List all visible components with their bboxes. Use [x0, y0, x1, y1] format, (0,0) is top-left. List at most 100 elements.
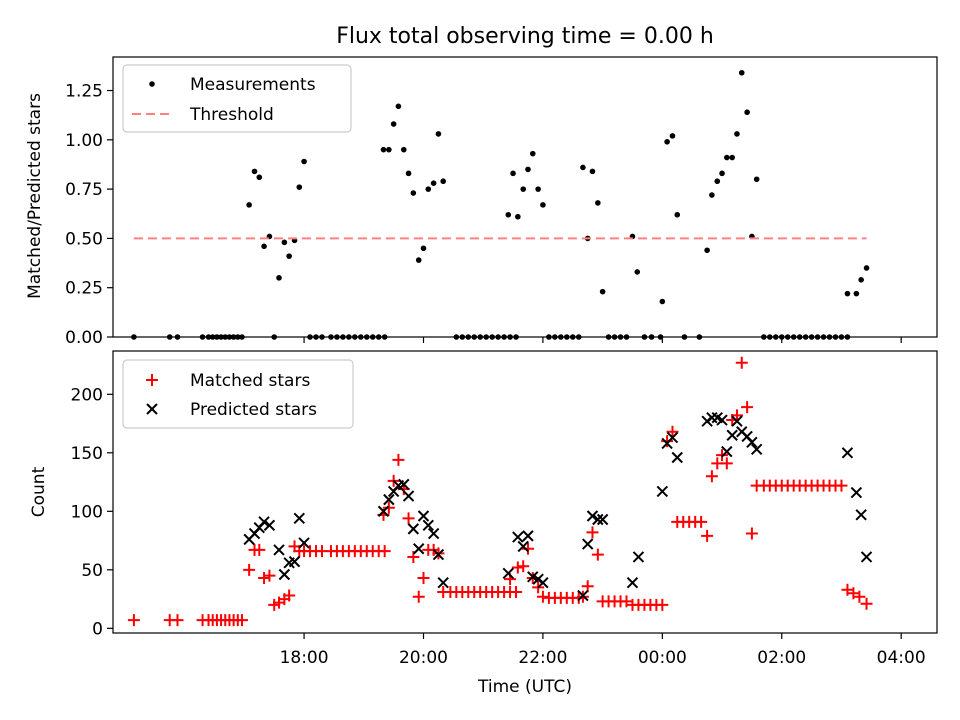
matched-stars-point [263, 569, 276, 582]
legend-predicted-marker [146, 403, 158, 415]
predicted-stars-point [398, 478, 410, 491]
y-tick-label: 100 [71, 502, 103, 522]
matched-stars-point [705, 470, 718, 483]
matched-stars-point [412, 590, 425, 603]
matched-stars-point [127, 614, 140, 627]
predicted-stars-point [721, 445, 733, 458]
top-legend: Measurements Threshold [122, 64, 352, 133]
legend-matched-label: Matched stars [190, 371, 310, 391]
top-legend-box [122, 64, 352, 133]
predicted-stars-point [298, 537, 310, 549]
measurement-point [540, 202, 546, 208]
predicted-stars-point [716, 414, 728, 426]
measurement-point [753, 176, 760, 183]
measurement-point [589, 168, 596, 175]
x-tick-label: 22:00 [518, 648, 567, 668]
measurement-point [734, 131, 740, 137]
predicted-stars-point [860, 551, 873, 563]
matched-stars-point [402, 512, 415, 525]
measurement-point [659, 298, 666, 305]
predicted-stars-point [746, 436, 758, 448]
predicted-stars-point [273, 544, 285, 556]
y-tick-label: 1.25 [65, 82, 103, 102]
matched-stars-point [581, 580, 594, 593]
matched-stars-point [510, 586, 523, 599]
measurement-point [719, 170, 725, 177]
measurement-point [704, 247, 710, 254]
measurement-point [390, 121, 397, 127]
legend-measurements-label: Measurements [190, 75, 316, 95]
bottom-axes-frame [112, 350, 938, 634]
predicted-stars-point [258, 516, 270, 528]
matched-stars-point [853, 590, 866, 603]
x-tick-label: 18:00 [280, 648, 329, 668]
measurement-point [738, 69, 745, 76]
measurement-point [515, 213, 521, 220]
matched-stars-point [860, 597, 873, 610]
x-tick-label: 04:00 [877, 648, 926, 668]
matched-stars-point [591, 548, 604, 561]
matched-stars-point [283, 589, 296, 602]
matched-stars-point [701, 529, 714, 542]
predicted-stars-point [726, 429, 738, 441]
predicted-stars-point [402, 490, 415, 502]
measurement-point [400, 146, 407, 153]
measurement-point [281, 239, 288, 246]
bottom-legend: Matched stars Predicted stars [122, 359, 354, 429]
matched-stars-point [536, 590, 549, 603]
bottom-legend-box [122, 359, 354, 429]
predicted-stars-point [413, 543, 425, 555]
measurement-point [669, 133, 676, 139]
x-tick-label: 02:00 [757, 648, 806, 668]
top-y-axis: 0.00 0.25 0.50 0.75 1.00 1.25 [65, 82, 113, 348]
measurement-point [674, 211, 681, 218]
matched-stars-point [235, 614, 248, 627]
predicted-stars-point [656, 485, 669, 498]
y-tick-label: 0.00 [65, 328, 103, 348]
x-tick-label: 00:00 [638, 648, 687, 668]
matched-stars-point [735, 356, 748, 369]
measurement-point [724, 154, 730, 161]
matched-stars-point [586, 526, 599, 539]
y-tick-label: 0.50 [65, 229, 103, 249]
measurement-point [395, 103, 402, 110]
predicted-stars-point [596, 513, 609, 526]
predicted-stars-point [417, 510, 430, 522]
top-y-axis-label: Matched/Predicted stars [25, 93, 45, 299]
predicted-stars-point [750, 443, 763, 455]
matched-stars-point [835, 479, 848, 492]
y-tick-label: 0 [92, 619, 103, 639]
measurement-point [595, 200, 601, 206]
matched-stars-point [417, 572, 430, 585]
predicted-stars-point [437, 576, 449, 589]
predicted-stars-point [288, 555, 301, 568]
measurement-point [714, 178, 721, 185]
predicted-stars-point [850, 486, 863, 499]
y-tick-label: 150 [71, 444, 103, 464]
measurement-point [744, 109, 750, 116]
measurement-point [729, 154, 735, 161]
legend-predicted-label: Predicted stars [190, 400, 317, 420]
matched-stars-point [258, 572, 271, 585]
predicted-stars-point [731, 415, 743, 427]
measurement-point [634, 269, 641, 275]
measurement-point [858, 277, 864, 283]
predicted-stars-point [377, 505, 390, 518]
matched-stars-point [521, 542, 534, 555]
legend-measurements-marker [149, 81, 155, 87]
measurement-point [529, 150, 536, 157]
measurement-point [709, 192, 715, 198]
matched-stars-point [253, 543, 266, 556]
matched-stars-point [511, 561, 524, 574]
predicted-stars-point [855, 509, 867, 521]
predicted-stars-point [592, 513, 604, 526]
measurement-point [276, 275, 282, 281]
measurement-point [410, 190, 417, 196]
predicted-stars-point [522, 530, 534, 542]
bottom-plot-area [127, 356, 873, 627]
predicted-stars-point [422, 519, 434, 532]
measurement-point [405, 170, 412, 177]
measurement-point [420, 245, 427, 252]
matched-stars-point [392, 453, 405, 466]
